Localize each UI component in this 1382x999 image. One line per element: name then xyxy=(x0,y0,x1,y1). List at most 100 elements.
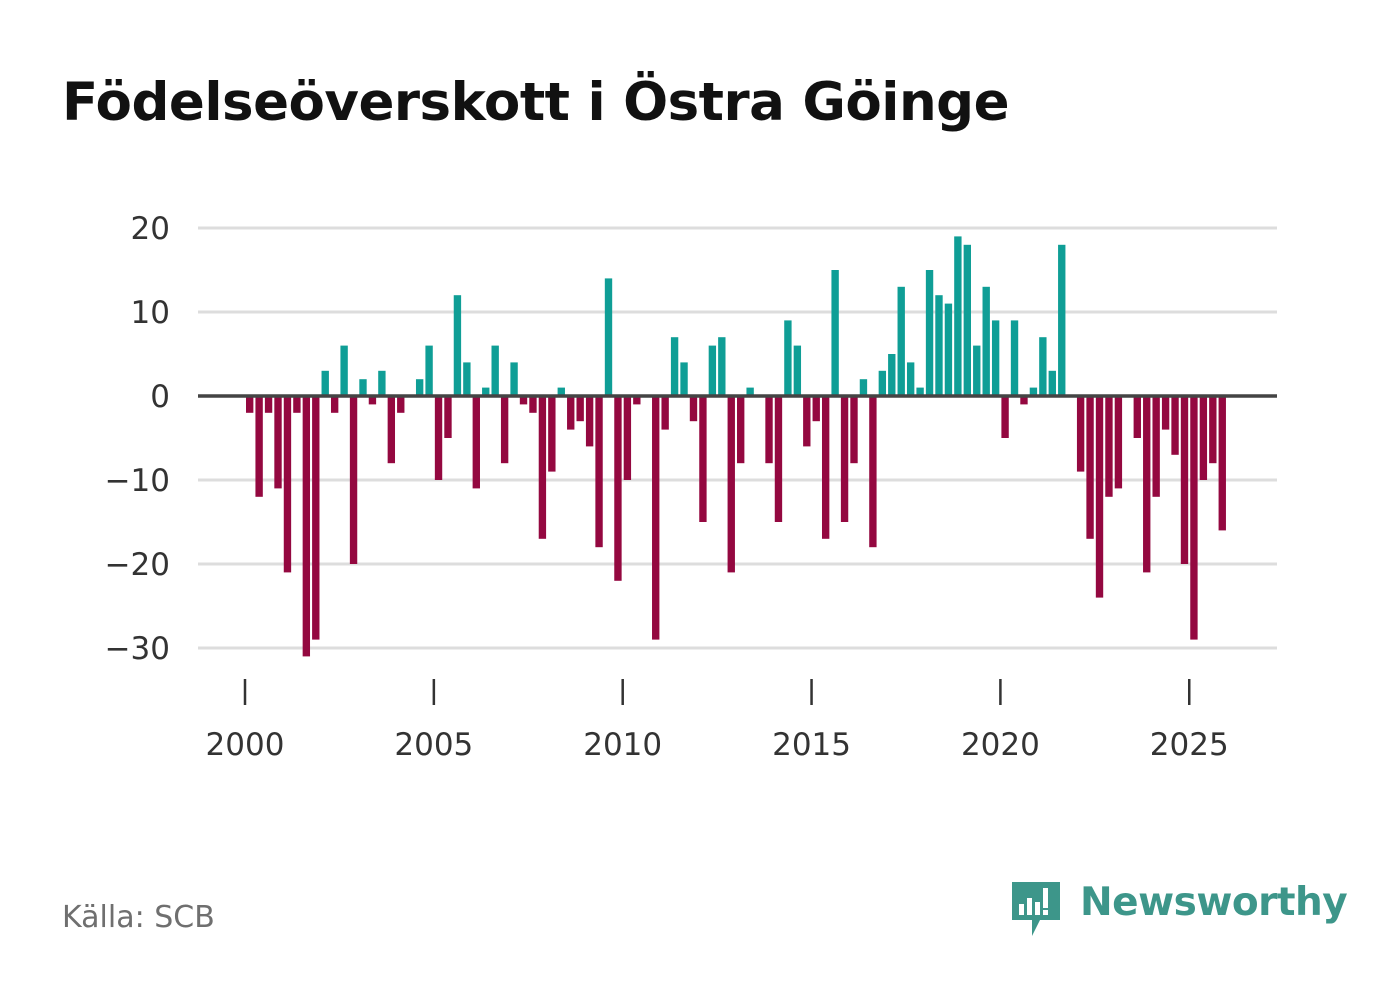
bar-positive xyxy=(425,345,433,396)
bar-negative xyxy=(330,396,339,413)
bar-positive xyxy=(878,370,887,396)
bar-negative xyxy=(1133,396,1141,438)
bar-chart-speech-bubble-icon xyxy=(1012,882,1060,936)
bar-positive xyxy=(321,370,329,396)
bar-negative xyxy=(1114,396,1123,489)
bar-negative xyxy=(803,396,811,447)
y-axis-ticks: 20 10 0 −10 −20 −30 xyxy=(105,211,170,667)
y-tick-label: 20 xyxy=(131,211,170,247)
bar-positive xyxy=(1010,320,1019,396)
bar-negative xyxy=(869,396,877,548)
bar-negative xyxy=(397,396,405,413)
bar-positive xyxy=(670,337,679,396)
bar-negative xyxy=(434,396,443,480)
bar-negative xyxy=(1095,396,1104,598)
bar-negative xyxy=(548,396,556,472)
bar-positive xyxy=(1029,387,1038,396)
bar-negative xyxy=(538,396,547,539)
bar-negative xyxy=(293,396,301,413)
bar-positive xyxy=(1048,370,1056,396)
bar-positive xyxy=(991,320,1000,396)
bars xyxy=(246,236,1226,657)
bar-negative xyxy=(850,396,858,464)
x-axis-ticks: 2000 2005 2010 2015 2020 2025 xyxy=(206,679,1229,763)
bar-negative xyxy=(472,396,480,489)
bar-positive xyxy=(973,345,981,396)
bar-negative xyxy=(812,396,820,422)
bar-positive xyxy=(963,244,971,396)
bar-positive xyxy=(510,362,518,396)
bar-negative xyxy=(652,396,660,640)
bar-positive xyxy=(746,387,754,396)
bar-negative xyxy=(264,396,273,413)
bar-negative xyxy=(595,396,603,548)
y-tick-label: −20 xyxy=(105,547,170,583)
x-tick-label: 2010 xyxy=(583,727,662,763)
bar-negative xyxy=(1180,396,1189,564)
bar-negative xyxy=(1152,396,1160,497)
bar-positive xyxy=(482,387,490,396)
bar-positive xyxy=(340,345,348,396)
bar-negative xyxy=(349,396,358,564)
source-label: Källa: SCB xyxy=(62,900,215,935)
bar-negative xyxy=(1190,396,1198,640)
y-tick-label: −30 xyxy=(105,631,170,667)
bar-negative xyxy=(1086,396,1094,539)
bar-negative xyxy=(246,396,254,413)
bar-negative xyxy=(699,396,707,522)
bar-negative xyxy=(274,396,282,489)
brand-name: Newsworthy xyxy=(1080,880,1348,925)
bar-negative xyxy=(1001,396,1009,438)
bar-positive xyxy=(680,362,688,396)
bar-positive xyxy=(944,303,953,396)
bar-negative xyxy=(821,396,830,539)
bar-negative xyxy=(614,396,622,581)
bar-positive xyxy=(378,370,386,396)
bar-positive xyxy=(718,337,726,396)
bar-positive xyxy=(888,354,896,396)
bar-negative xyxy=(1161,396,1170,430)
bar-positive xyxy=(935,295,943,396)
bar-negative xyxy=(1209,396,1217,464)
bar-negative xyxy=(387,396,396,464)
bar-positive xyxy=(708,345,717,396)
bar-negative xyxy=(689,396,698,422)
bar-negative xyxy=(368,396,377,405)
y-tick-label: −10 xyxy=(105,463,170,499)
bar-negative xyxy=(737,396,745,464)
bar-positive xyxy=(925,270,934,396)
bar-negative xyxy=(255,396,263,497)
x-tick-label: 2020 xyxy=(961,727,1040,763)
bar-negative xyxy=(623,396,632,480)
bar-negative xyxy=(585,396,594,447)
bar-positive xyxy=(906,362,915,396)
bar-negative xyxy=(633,396,641,405)
bar-positive xyxy=(604,278,613,396)
bar-positive xyxy=(897,286,905,396)
chart-title: Födelseöverskott i Östra Göinge xyxy=(62,72,1010,133)
x-tick-label: 2015 xyxy=(772,727,851,763)
bar-negative xyxy=(1218,396,1226,531)
bar-negative xyxy=(567,396,575,430)
bar-negative xyxy=(529,396,537,413)
bar-negative xyxy=(727,396,735,573)
bar-negative xyxy=(1020,396,1028,405)
x-tick-label: 2025 xyxy=(1150,727,1229,763)
bar-positive xyxy=(1058,244,1066,396)
bar-positive xyxy=(859,379,868,396)
bar-negative xyxy=(661,396,669,430)
x-tick-label: 2000 xyxy=(206,727,285,763)
bar-positive xyxy=(982,286,990,396)
bar-negative xyxy=(312,396,320,640)
bar-negative xyxy=(1143,396,1151,573)
bar-negative xyxy=(774,396,783,522)
bar-negative xyxy=(500,396,509,464)
bar-negative xyxy=(765,396,773,464)
bar-positive xyxy=(1039,337,1047,396)
bar-positive xyxy=(916,387,924,396)
bar-negative xyxy=(840,396,849,522)
bar-positive xyxy=(784,320,792,396)
bar-positive xyxy=(831,270,839,396)
bar-negative xyxy=(1171,396,1179,455)
x-tick-label: 2005 xyxy=(394,727,473,763)
